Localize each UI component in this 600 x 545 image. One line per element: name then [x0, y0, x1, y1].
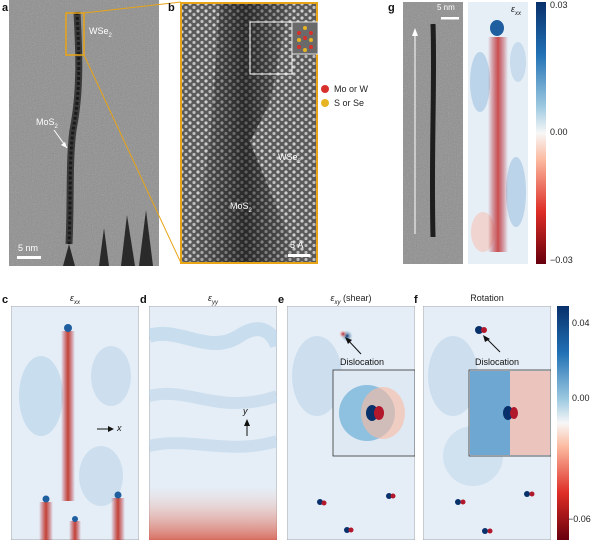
panel-title-f: Rotation	[470, 293, 504, 303]
axis-label-x: x	[117, 423, 122, 433]
axis-label-y: y	[243, 406, 248, 416]
label-mos2-b: MoS2	[230, 201, 252, 214]
panel-label-a: a	[2, 2, 9, 14]
legend-item-metal: Mo or W	[321, 84, 368, 94]
annotation-dislocation-f: Dislocation	[475, 357, 520, 367]
label-mos2-a: MoS2	[36, 117, 58, 130]
panel-label-c: c	[2, 294, 9, 306]
annotation-dislocation-e: Dislocation	[340, 357, 385, 367]
colorbar-bottom	[557, 306, 569, 540]
map-title-g: εxx	[511, 4, 521, 17]
legend-label-metal: Mo or W	[334, 84, 369, 94]
legend-swatch-chalcogen	[321, 99, 329, 107]
panel-a-tem-image	[9, 0, 159, 266]
panel-g-tem-image	[403, 2, 463, 264]
colorbar-bottom-tick-min: −0.06	[568, 514, 591, 524]
panel-label-g: g	[388, 2, 395, 14]
legend-swatch-metal	[321, 85, 329, 93]
panel-c-strain-map	[11, 306, 139, 540]
label-wse2-a: WSe2	[89, 26, 112, 39]
panel-label-f: f	[414, 294, 418, 306]
panel-title-e: εxy (shear)	[330, 293, 372, 306]
colorbar-g-tick-max: 0.03	[550, 0, 568, 10]
legend-label-chalcogen: S or Se	[334, 98, 365, 108]
colorbar-g	[536, 2, 546, 264]
panel-d-strain-map	[149, 306, 277, 540]
panel-label-b: b	[168, 2, 175, 14]
legend-atoms: Mo or W S or Se	[321, 84, 368, 108]
panel-e-strain-map	[287, 306, 415, 540]
panel-title-d: εyy	[208, 293, 218, 306]
colorbar-bottom-tick-max: 0.04	[572, 318, 590, 328]
panel-b-atomic-image	[180, 2, 318, 264]
colorbar-bottom-tick-zero: 0.00	[572, 393, 590, 403]
label-wse2-b: WSe2	[278, 152, 301, 165]
panel-title-c: εxx	[70, 293, 80, 306]
scale-bar-label-a: 5 nm	[18, 243, 39, 253]
panel-f-rotation-map	[423, 306, 551, 540]
scale-bar-label-g: 5 nm	[437, 3, 455, 12]
panel-label-e: e	[278, 294, 285, 306]
colorbar-g-tick-zero: 0.00	[550, 127, 568, 137]
zoom-guide-lines	[83, 1, 182, 264]
legend-item-chalcogen: S or Se	[321, 98, 368, 108]
panel-label-d: d	[140, 294, 147, 306]
colorbar-g-tick-min: −0.03	[550, 255, 573, 265]
atom-model-inset	[297, 26, 313, 52]
panel-g-strain-map	[468, 2, 528, 264]
scale-bar-label-b: 5 Å	[290, 240, 304, 250]
